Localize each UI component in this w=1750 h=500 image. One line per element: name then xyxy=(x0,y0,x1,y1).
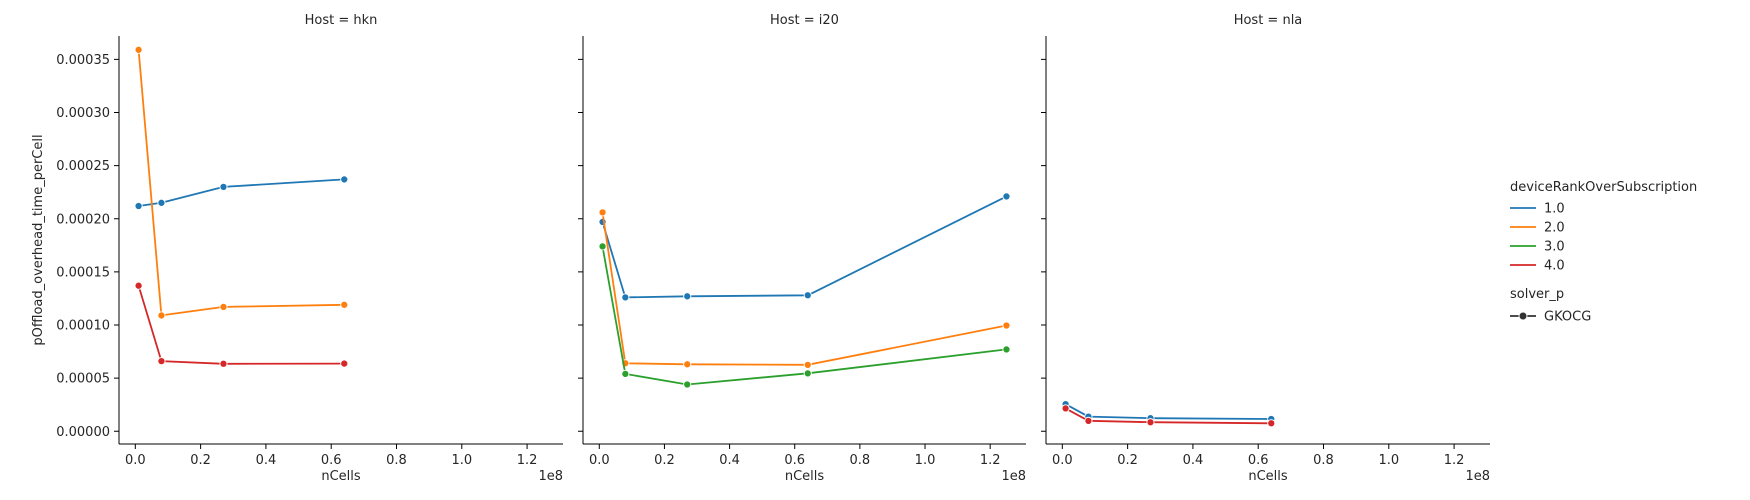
series-line-4.0 xyxy=(137,285,345,365)
series-line-1.0 xyxy=(1065,403,1272,420)
y-tick-label: 0.00015 xyxy=(56,265,110,280)
data-point xyxy=(1002,321,1011,330)
y-tick-label: 0.00005 xyxy=(56,372,110,387)
x-tick-label: 0.2 xyxy=(654,453,675,468)
y-tick-label: 0.00020 xyxy=(56,212,110,227)
data-point xyxy=(683,292,692,301)
data-point xyxy=(134,201,143,211)
x-offset-label: 1e8 xyxy=(538,469,563,484)
data-point xyxy=(219,182,228,191)
series-line-2.0 xyxy=(601,212,1007,366)
legend-label: 1.0 xyxy=(1544,202,1565,217)
data-point xyxy=(1084,416,1093,425)
y-tick-label: 0.00035 xyxy=(56,53,110,68)
x-tick-label: 0.2 xyxy=(1117,453,1138,468)
data-point xyxy=(1061,404,1070,413)
legend-label: GKOCG xyxy=(1544,310,1591,325)
x-tick-label: 0.8 xyxy=(386,453,407,468)
x-tick-label: 0.6 xyxy=(784,453,805,468)
data-point xyxy=(134,281,143,290)
x-tick-label: 0.0 xyxy=(589,453,610,468)
x-axis-label: nCells xyxy=(321,469,361,484)
data-point xyxy=(340,359,349,368)
x-tick-label: 1.2 xyxy=(517,453,538,468)
data-point xyxy=(157,311,166,320)
x-offset-label: 1e8 xyxy=(1465,469,1490,484)
facet-title: Host = nla xyxy=(1234,13,1303,28)
legend-hue-title: deviceRankOverSubscription xyxy=(1510,180,1697,195)
x-tick-label: 0.0 xyxy=(1052,453,1073,468)
facet-title: Host = i20 xyxy=(770,13,839,28)
data-point xyxy=(134,45,143,54)
data-point xyxy=(157,198,166,207)
x-tick-label: 1.0 xyxy=(1378,453,1399,468)
facet-title: Host = hkn xyxy=(305,13,378,28)
x-tick-label: 0.6 xyxy=(1248,453,1269,468)
x-tick-label: 0.6 xyxy=(321,453,342,468)
x-tick-label: 0.8 xyxy=(1313,453,1334,468)
data-point xyxy=(157,357,166,366)
data-point xyxy=(219,302,228,311)
data-point xyxy=(621,293,630,302)
x-axis-label: nCells xyxy=(785,469,825,484)
legend: deviceRankOverSubscription 1.0 2.0 3.0 4.0 so… xyxy=(1510,180,1697,325)
data-point xyxy=(598,242,607,251)
data-point xyxy=(621,369,630,378)
x-tick-label: 1.0 xyxy=(915,453,936,468)
data-point xyxy=(1002,345,1011,354)
data-point xyxy=(1267,419,1276,428)
y-axis-label: pOffload_overhead_time_perCell xyxy=(31,134,46,345)
x-tick-label: 0.0 xyxy=(125,453,146,468)
legend-label: 2.0 xyxy=(1544,221,1565,236)
data-point xyxy=(1002,192,1011,201)
data-point xyxy=(803,291,812,300)
y-tick-label: 0.00025 xyxy=(56,159,110,174)
facet-i20: Host = i20 0.0 0.2 0.4 0.6 0.8 1.0 1.2 nCells 1e8 xyxy=(578,13,1026,484)
x-tick-label: 0.4 xyxy=(719,453,740,468)
x-tick-label: 1.2 xyxy=(980,453,1001,468)
legend-style-title: solver_p xyxy=(1510,287,1564,302)
series-line-2.0 xyxy=(137,49,345,317)
x-offset-label: 1e8 xyxy=(1001,469,1026,484)
series-line-1.0 xyxy=(138,178,345,207)
x-tick-label: 1.2 xyxy=(1444,453,1465,468)
x-tick-label: 0.4 xyxy=(256,453,277,468)
x-tick-label: 0.4 xyxy=(1183,453,1204,468)
legend-label: 4.0 xyxy=(1544,259,1565,274)
x-axis-label: nCells xyxy=(1248,469,1288,484)
series-line-1.0 xyxy=(601,195,1007,299)
y-tick-label: 0.00000 xyxy=(56,425,110,440)
data-point xyxy=(803,360,812,369)
y-tick-label: 0.00010 xyxy=(56,319,110,334)
data-point xyxy=(683,380,692,389)
data-point xyxy=(683,360,692,369)
data-point xyxy=(598,208,607,217)
data-point xyxy=(219,359,228,368)
legend-label: 3.0 xyxy=(1544,240,1565,255)
y-tick-label: 0.00030 xyxy=(56,106,110,121)
x-tick-label: 0.8 xyxy=(850,453,871,468)
data-point xyxy=(803,369,812,378)
x-tick-label: 1.0 xyxy=(451,453,472,468)
facet-hkn: Host = hkn 0.00000 0.00005 0.00010 0.00015 0.… xyxy=(56,13,563,484)
legend-marker-icon xyxy=(1518,311,1528,321)
series-line-4.0 xyxy=(1065,407,1272,425)
data-point xyxy=(1146,418,1155,427)
data-point xyxy=(340,300,349,309)
facet-nla: Host = nla 0.0 0.2 0.4 0.6 0.8 1.0 1.2 nCells 1e8 xyxy=(1041,13,1490,484)
x-tick-label: 0.2 xyxy=(190,453,211,468)
data-point xyxy=(340,175,349,184)
